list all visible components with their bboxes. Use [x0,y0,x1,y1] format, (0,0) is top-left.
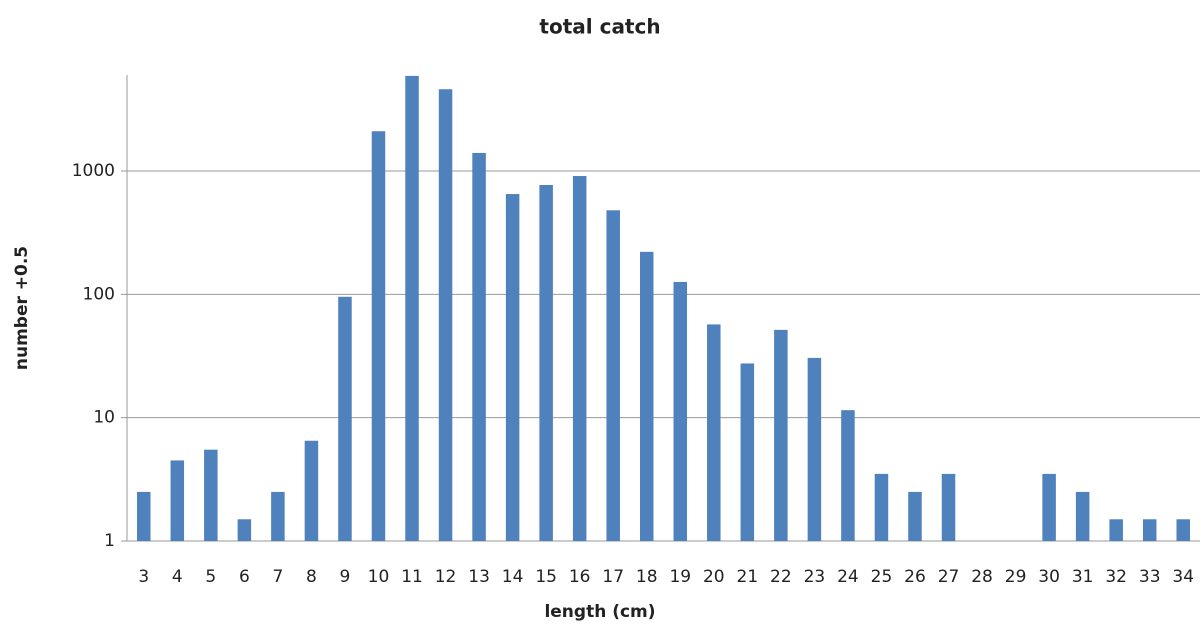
bar [137,491,151,541]
chart-title: total catch [539,15,660,39]
bar [371,131,386,541]
x-tick-label: 23 [804,567,826,587]
y-tick-label: 100 [83,284,115,304]
bar [338,296,352,541]
bar [941,473,956,541]
bar [774,329,788,541]
bar [1142,519,1157,541]
bar [271,491,285,541]
bar [1042,473,1056,541]
x-tick-label: 22 [770,567,792,587]
bar [673,281,688,541]
bar [707,324,721,541]
x-tick-label: 29 [1005,567,1027,587]
bar [204,449,218,541]
x-tick-label: 21 [737,567,759,587]
bar [438,89,453,541]
bar [405,75,419,541]
bar [606,210,620,541]
x-axis-title: length (cm) [544,602,655,622]
x-tick-label: 7 [272,567,283,587]
x-tick-label: 6 [239,567,250,587]
x-tick-label: 15 [535,567,557,587]
bar [1075,491,1090,541]
x-tick-label: 32 [1105,567,1127,587]
bar [1109,519,1123,541]
x-tick-label: 33 [1139,567,1161,587]
x-tick-label: 30 [1038,567,1060,587]
x-tick-label: 19 [669,567,691,587]
bar [237,519,252,541]
x-tick-label: 4 [172,567,183,587]
x-tick-label: 28 [971,567,993,587]
x-tick-label: 10 [368,567,390,587]
x-tick-label: 25 [871,567,893,587]
bar [841,410,855,541]
bar [472,152,486,541]
x-tick-label: 20 [703,567,725,587]
x-tick-label: 3 [138,567,149,587]
y-axis-title: number +0.5 [12,246,32,370]
bar [304,440,319,541]
x-tick-label: 13 [468,567,490,587]
bar [908,491,922,541]
x-tick-label: 26 [904,567,926,587]
y-tick-label: 10 [93,408,115,428]
x-tick-label: 34 [1172,567,1194,587]
x-tick-label: 12 [435,567,457,587]
x-tick-label: 24 [837,567,859,587]
x-tick-label: 17 [602,567,624,587]
x-tick-label: 18 [636,567,658,587]
x-tick-label: 31 [1072,567,1094,587]
x-tick-label: 11 [401,567,423,587]
x-tick-label: 9 [340,567,351,587]
x-tick-label: 8 [306,567,317,587]
bar [1176,519,1190,541]
x-tick-label: 16 [569,567,591,587]
x-tick-label: 27 [938,567,960,587]
bar [639,251,654,542]
y-tick-label: 1000 [72,161,115,181]
bar [807,357,822,541]
y-tick-label: 1 [104,531,115,551]
bar [572,176,587,542]
x-tick-label: 5 [205,567,216,587]
bar [505,194,520,541]
x-tick-label: 14 [502,567,524,587]
bar [874,473,889,541]
bar [539,184,553,541]
bar [170,460,185,541]
bar [740,363,755,541]
